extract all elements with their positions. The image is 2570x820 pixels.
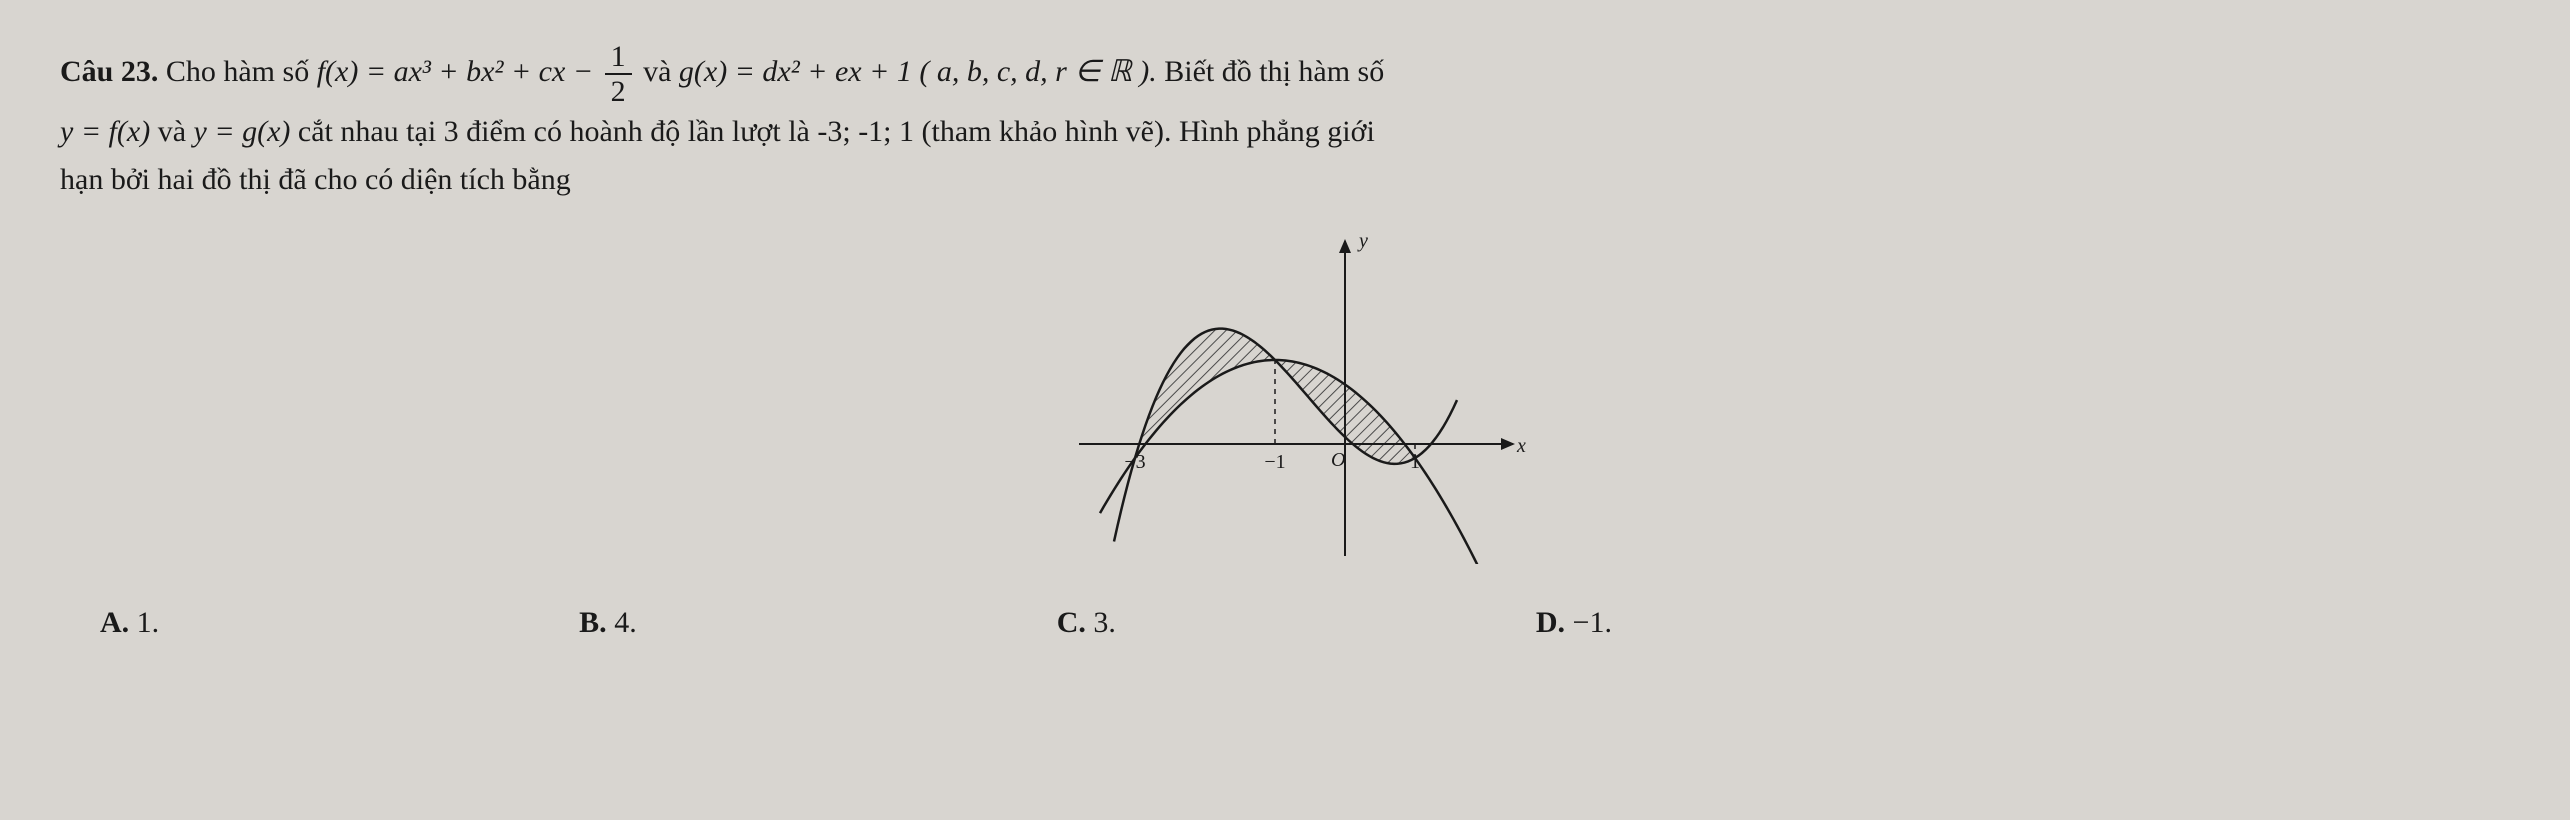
line3: hạn bởi hai đồ thị đã cho có diện tích b… xyxy=(60,163,571,196)
svg-text:O: O xyxy=(1331,449,1345,471)
y-gx: y = g(x) xyxy=(194,115,291,148)
svg-text:−3: −3 xyxy=(1124,451,1145,473)
option-b-label: B. xyxy=(579,606,607,639)
svg-text:y: y xyxy=(1357,230,1368,252)
and-text: và xyxy=(643,55,679,88)
question-label: Câu 23. xyxy=(60,55,158,88)
fraction-half: 12 xyxy=(605,40,632,108)
svg-text:1: 1 xyxy=(1410,451,1420,473)
option-c-value: 3. xyxy=(1093,606,1116,639)
svg-text:−1: −1 xyxy=(1264,451,1285,473)
paren-text: ( a, b, c, d, r ∈ ℝ ). xyxy=(919,55,1164,88)
option-a-value: 1. xyxy=(137,606,160,639)
options-row: A. 1. B. 4. C. 3. D. −1. xyxy=(60,599,2510,647)
option-b-value: 4. xyxy=(614,606,637,639)
option-d-label: D. xyxy=(1536,606,1565,639)
graph-figure: −3 −1 1 Oy x xyxy=(1025,214,1545,564)
option-d: D. −1. xyxy=(1536,599,1612,647)
svg-text:x: x xyxy=(1516,435,1526,457)
question-text-1: Cho hàm số xyxy=(166,55,317,88)
and-text-2: và xyxy=(158,115,194,148)
f-expression: f(x) = ax³ + bx² + cx − xyxy=(317,55,601,88)
option-d-value: −1. xyxy=(1573,606,1612,639)
figure-wrap: −3 −1 1 Oy x xyxy=(60,214,2510,579)
option-b: B. 4. xyxy=(579,599,637,647)
g-expression: g(x) = dx² + ex + 1 xyxy=(679,55,912,88)
option-c-label: C. xyxy=(1057,606,1086,639)
option-a-label: A. xyxy=(100,606,129,639)
line2-rest: cắt nhau tại 3 điểm có hoành độ lần lượt… xyxy=(298,115,1375,148)
y-fx: y = f(x) xyxy=(60,115,150,148)
question-text-2: Biết đồ thị hàm số xyxy=(1164,55,1384,88)
option-c: C. 3. xyxy=(1057,599,1116,647)
option-a: A. 1. xyxy=(100,599,159,647)
question-block: Câu 23. Cho hàm số f(x) = ax³ + bx² + cx… xyxy=(60,40,2510,204)
